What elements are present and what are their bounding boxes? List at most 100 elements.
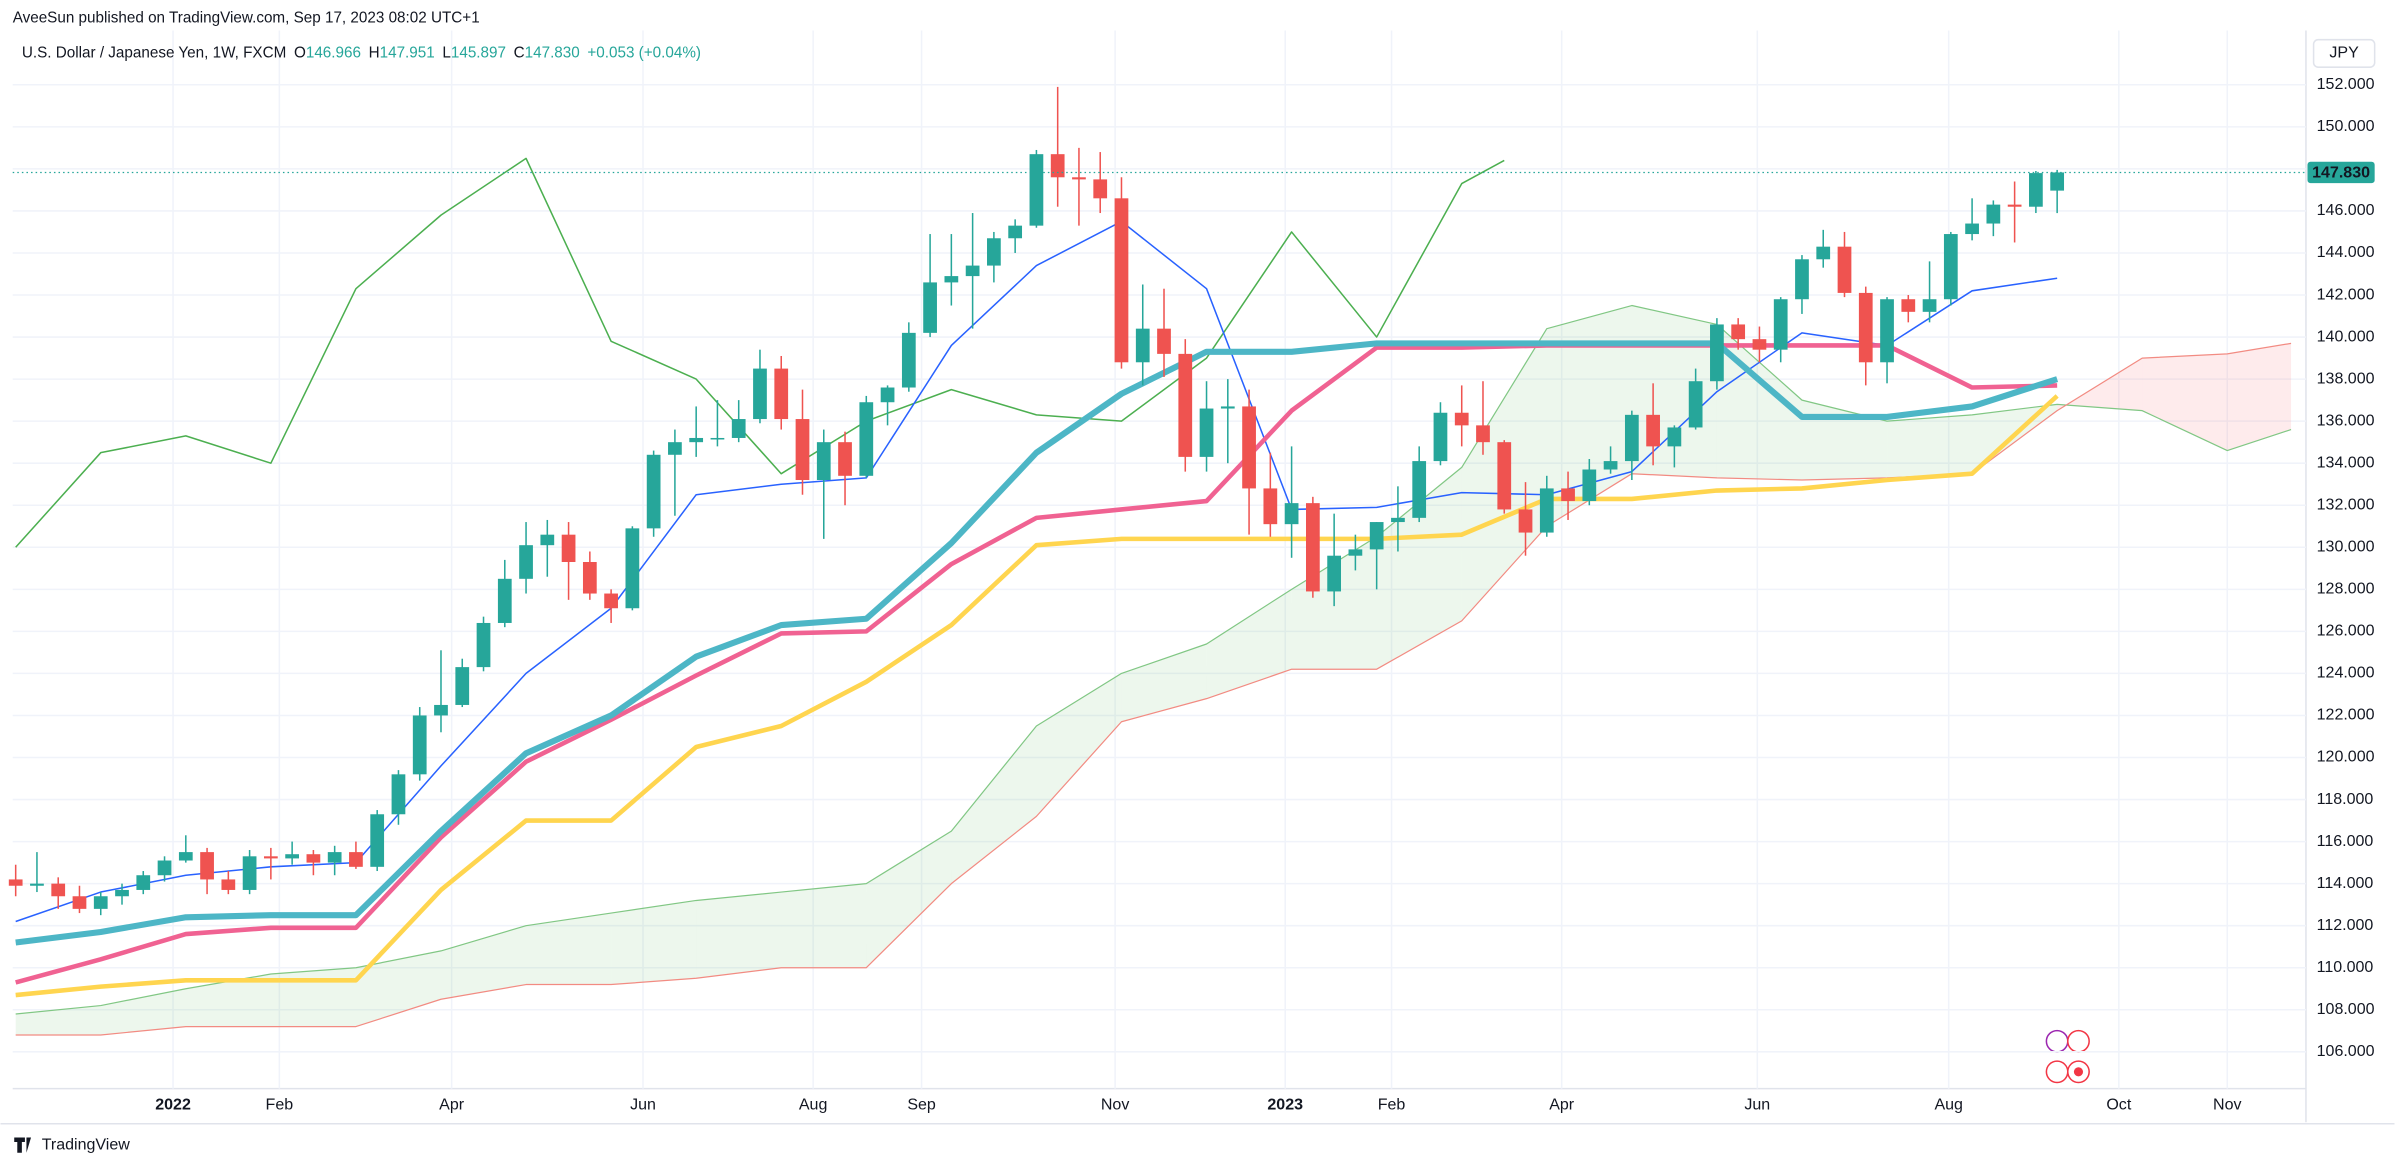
cloud-fill — [1036, 673, 1122, 817]
cloud-span-a — [15, 304, 2292, 1015]
candle-body — [476, 622, 491, 668]
x-tick-label: Apr — [439, 1096, 465, 1114]
cloud-fill — [951, 725, 1037, 884]
cloud-fill — [2142, 353, 2228, 451]
x-tick-label: Oct — [2106, 1096, 2131, 1114]
x-tick-label: Aug — [1934, 1096, 1963, 1114]
cloud-fill — [1121, 643, 1207, 722]
candle-body — [2007, 204, 2022, 207]
change: +0.053 (+0.04%) — [587, 44, 701, 61]
candle-body — [1710, 324, 1724, 382]
x-tick-label: 2023 — [1267, 1096, 1303, 1114]
candle-body — [285, 854, 300, 859]
candle-body — [51, 883, 66, 897]
candle-body — [880, 387, 895, 403]
candle-body — [115, 889, 129, 897]
cloud-fill — [1887, 414, 1973, 478]
candle-body — [1582, 469, 1597, 502]
y-tick-label: 138.000 — [2317, 369, 2375, 387]
cloud-fill — [866, 831, 952, 968]
candle-body — [1603, 461, 1618, 470]
y-tick-label: 112.000 — [2317, 916, 2374, 934]
candle-body — [816, 442, 831, 481]
cloud-fill — [1376, 467, 1462, 670]
candle-body — [157, 860, 172, 876]
cloud-fill — [2057, 358, 2143, 411]
candle-body — [1093, 179, 1108, 199]
y-tick-label: 144.000 — [2317, 243, 2375, 261]
candle-body — [1029, 154, 1044, 226]
candle-body — [1476, 425, 1490, 443]
candle-body — [136, 875, 151, 890]
cloud-fill — [355, 950, 441, 1027]
candle-body — [1199, 408, 1214, 457]
x-tick-label: Apr — [1549, 1096, 1575, 1114]
candle-body — [604, 593, 618, 609]
candle-body — [1072, 177, 1086, 180]
candle-body — [1561, 488, 1575, 502]
candle-body — [93, 896, 108, 909]
x-tick-label: 2022 — [155, 1096, 191, 1114]
ohlc-value: 147.830 — [525, 44, 580, 61]
candle-body — [1539, 488, 1554, 533]
candle-body — [774, 368, 789, 420]
ohlc-label: O — [294, 44, 306, 61]
ohlc-value: 145.897 — [451, 44, 506, 61]
candle-body — [540, 534, 555, 546]
candle-body — [349, 852, 363, 867]
candle-body — [1327, 555, 1342, 592]
byline: AveeSun published on TradingView.com, Se… — [13, 9, 480, 26]
candle-body — [1305, 503, 1320, 592]
cloud-fill — [1801, 400, 1888, 481]
candle-body — [1412, 461, 1427, 518]
cloud-fill — [1206, 589, 1292, 699]
y-tick-label: 128.000 — [2317, 580, 2375, 598]
currency[interactable]: JPY — [2329, 44, 2359, 62]
candle-body — [795, 419, 810, 481]
event-icons — [2045, 1029, 2090, 1084]
candle-body — [263, 856, 278, 859]
candle-body — [965, 265, 980, 277]
cloud-fill — [270, 967, 356, 1027]
y-tick-label: 114.000 — [2317, 874, 2374, 892]
candle-body — [1242, 406, 1256, 489]
candle-body — [710, 437, 725, 440]
candle-body — [987, 238, 1001, 266]
candle-body — [838, 442, 852, 476]
candle-body — [1369, 522, 1384, 550]
candle-body — [1965, 223, 1979, 235]
indicator-line — [15, 157, 1505, 548]
y-tick-label: 108.000 — [2317, 1000, 2375, 1018]
y-tick-label: 120.000 — [2317, 748, 2375, 766]
currency-box[interactable] — [2312, 38, 2376, 68]
candle-body — [455, 667, 470, 705]
ohlc-value: 147.951 — [380, 44, 435, 61]
x-tick-label: Aug — [799, 1096, 828, 1114]
candle-body — [72, 896, 87, 909]
candle-body — [668, 442, 682, 455]
candle-body — [1731, 324, 1746, 340]
candle-body — [582, 561, 597, 594]
ohlc-label: L — [442, 44, 450, 61]
candle-body — [497, 578, 512, 623]
ohlc-value: 146.966 — [306, 44, 361, 61]
cloud-fill — [440, 925, 527, 1000]
ohlc-label: H — [369, 44, 380, 61]
candle-body — [1688, 381, 1703, 428]
x-tick-label: Feb — [1378, 1096, 1406, 1114]
candle-body — [178, 852, 193, 861]
x-tick-label: Sep — [907, 1096, 936, 1114]
y-tick-label: 116.000 — [2317, 832, 2374, 850]
candle-body — [370, 814, 385, 867]
x-tick-label: Nov — [2213, 1096, 2241, 1114]
indicator-line — [15, 394, 2059, 998]
cloud-fill — [2227, 343, 2292, 451]
candle-body — [944, 276, 959, 283]
candle-body — [646, 454, 661, 529]
price-tag — [2307, 161, 2375, 184]
footer-brand: TradingView — [42, 1135, 131, 1153]
cloud-fill — [781, 883, 867, 968]
candle-body — [901, 332, 916, 388]
candle-body — [1837, 246, 1852, 293]
candle-body — [753, 368, 767, 420]
